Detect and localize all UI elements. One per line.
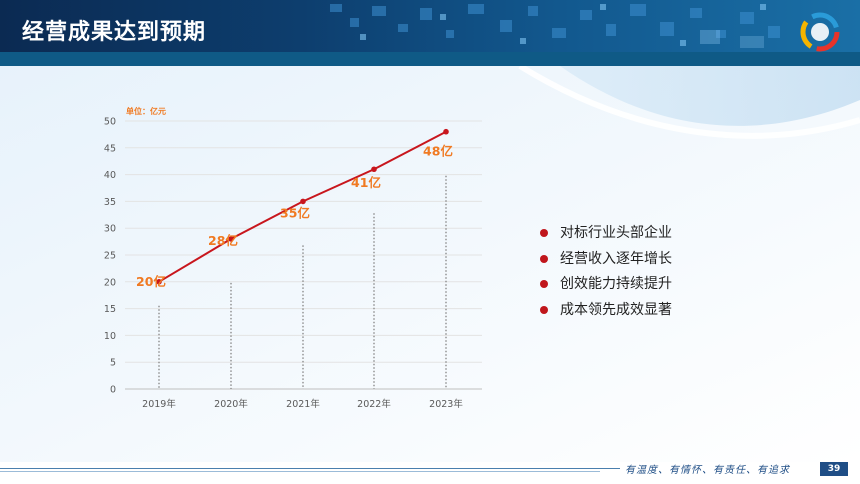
unit-label: 单位：亿元	[126, 106, 166, 116]
y-tick-label: 25	[104, 251, 116, 262]
footer-slogan: 有温度、有情怀、有责任、有追求	[625, 465, 790, 476]
bullet-dot-icon	[540, 280, 548, 288]
header-strip	[0, 52, 860, 66]
data-point	[371, 166, 377, 173]
page-number: 39	[820, 462, 848, 476]
key-point-item: 成本领先成效显著	[540, 299, 672, 325]
key-point-item: 经营收入逐年增长	[540, 248, 672, 274]
x-tick-label: 2019年	[142, 398, 176, 410]
y-tick-label: 35	[104, 197, 116, 208]
key-point-item: 创效能力持续提升	[540, 273, 672, 299]
footer-divider	[0, 468, 620, 469]
company-logo-icon	[800, 12, 840, 52]
data-point	[228, 236, 234, 242]
x-tick-label: 2022年	[357, 398, 391, 410]
key-points-list: 对标行业头部企业 经营收入逐年增长 创效能力持续提升 成本领先成效显著	[540, 222, 672, 324]
data-label: 48亿	[423, 144, 453, 159]
bullet-dot-icon	[540, 305, 548, 314]
y-tick-label: 20	[104, 277, 116, 288]
bullet-dot-icon	[540, 229, 548, 237]
y-tick-label: 5	[110, 358, 116, 369]
data-point	[443, 128, 449, 135]
y-tick-label: 0	[110, 385, 116, 396]
key-point-item: 对标行业头部企业	[540, 222, 672, 248]
data-point	[156, 279, 162, 285]
y-tick-label: 50	[104, 117, 116, 128]
x-tick-label: 2023年	[429, 398, 463, 410]
y-tick-label: 30	[104, 224, 116, 235]
x-tick-label: 2020年	[214, 398, 248, 410]
data-label: 28亿	[208, 233, 238, 248]
y-tick-label: 10	[104, 331, 116, 342]
header-banner: 经营成果达到预期	[0, 0, 860, 66]
x-tick-label: 2021年	[286, 398, 320, 410]
data-label: 35亿	[280, 205, 310, 220]
footer: 有温度、有情怀、有责任、有追求 39	[0, 462, 860, 484]
y-tick-label: 45	[104, 143, 116, 154]
bullet-dot-icon	[540, 254, 548, 263]
y-tick-label: 40	[104, 170, 116, 181]
footer-divider-secondary	[0, 471, 600, 472]
page-title: 经营成果达到预期	[22, 20, 207, 45]
circuit-pattern	[330, 4, 780, 48]
y-tick-label: 15	[104, 304, 116, 315]
data-label: 20亿	[136, 274, 166, 289]
data-point	[300, 198, 306, 205]
data-label: 41亿	[351, 175, 381, 190]
